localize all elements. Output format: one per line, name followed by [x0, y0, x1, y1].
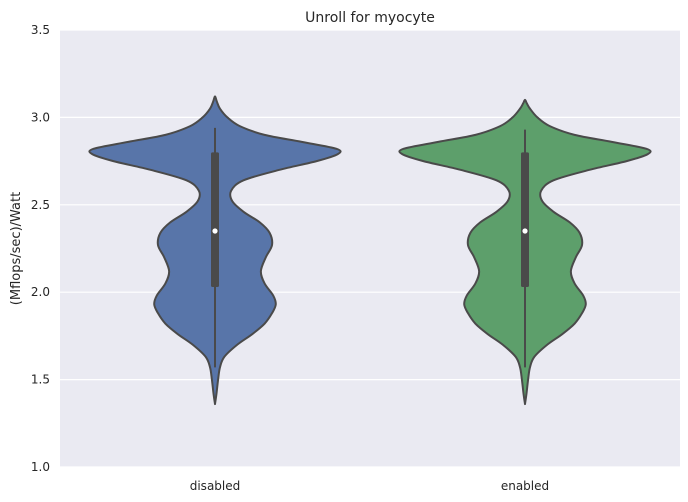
chart-title: Unroll for myocyte — [305, 10, 435, 26]
x-tick-label: enabled — [501, 479, 549, 493]
y-tick-label: 3.0 — [31, 110, 50, 124]
y-axis-label: (Mflops/sec)/Watt — [9, 192, 24, 305]
y-tick-label: 2.0 — [31, 285, 50, 299]
y-tick-label: 2.5 — [31, 198, 50, 212]
y-tick-labels: 1.0 1.5 2.0 2.5 3.0 3.5 — [31, 23, 50, 474]
plot-background — [60, 30, 680, 467]
median-dot — [522, 228, 528, 234]
y-tick-label: 1.0 — [31, 460, 50, 474]
y-tick-label: 3.5 — [31, 23, 50, 37]
iqr-box — [211, 152, 219, 287]
iqr-box — [521, 152, 529, 287]
violins — [88, 95, 652, 406]
y-tick-label: 1.5 — [31, 373, 50, 387]
x-tick-label: disabled — [190, 479, 241, 493]
x-tick-labels: disabled enabled — [190, 479, 549, 493]
median-dot — [212, 228, 218, 234]
